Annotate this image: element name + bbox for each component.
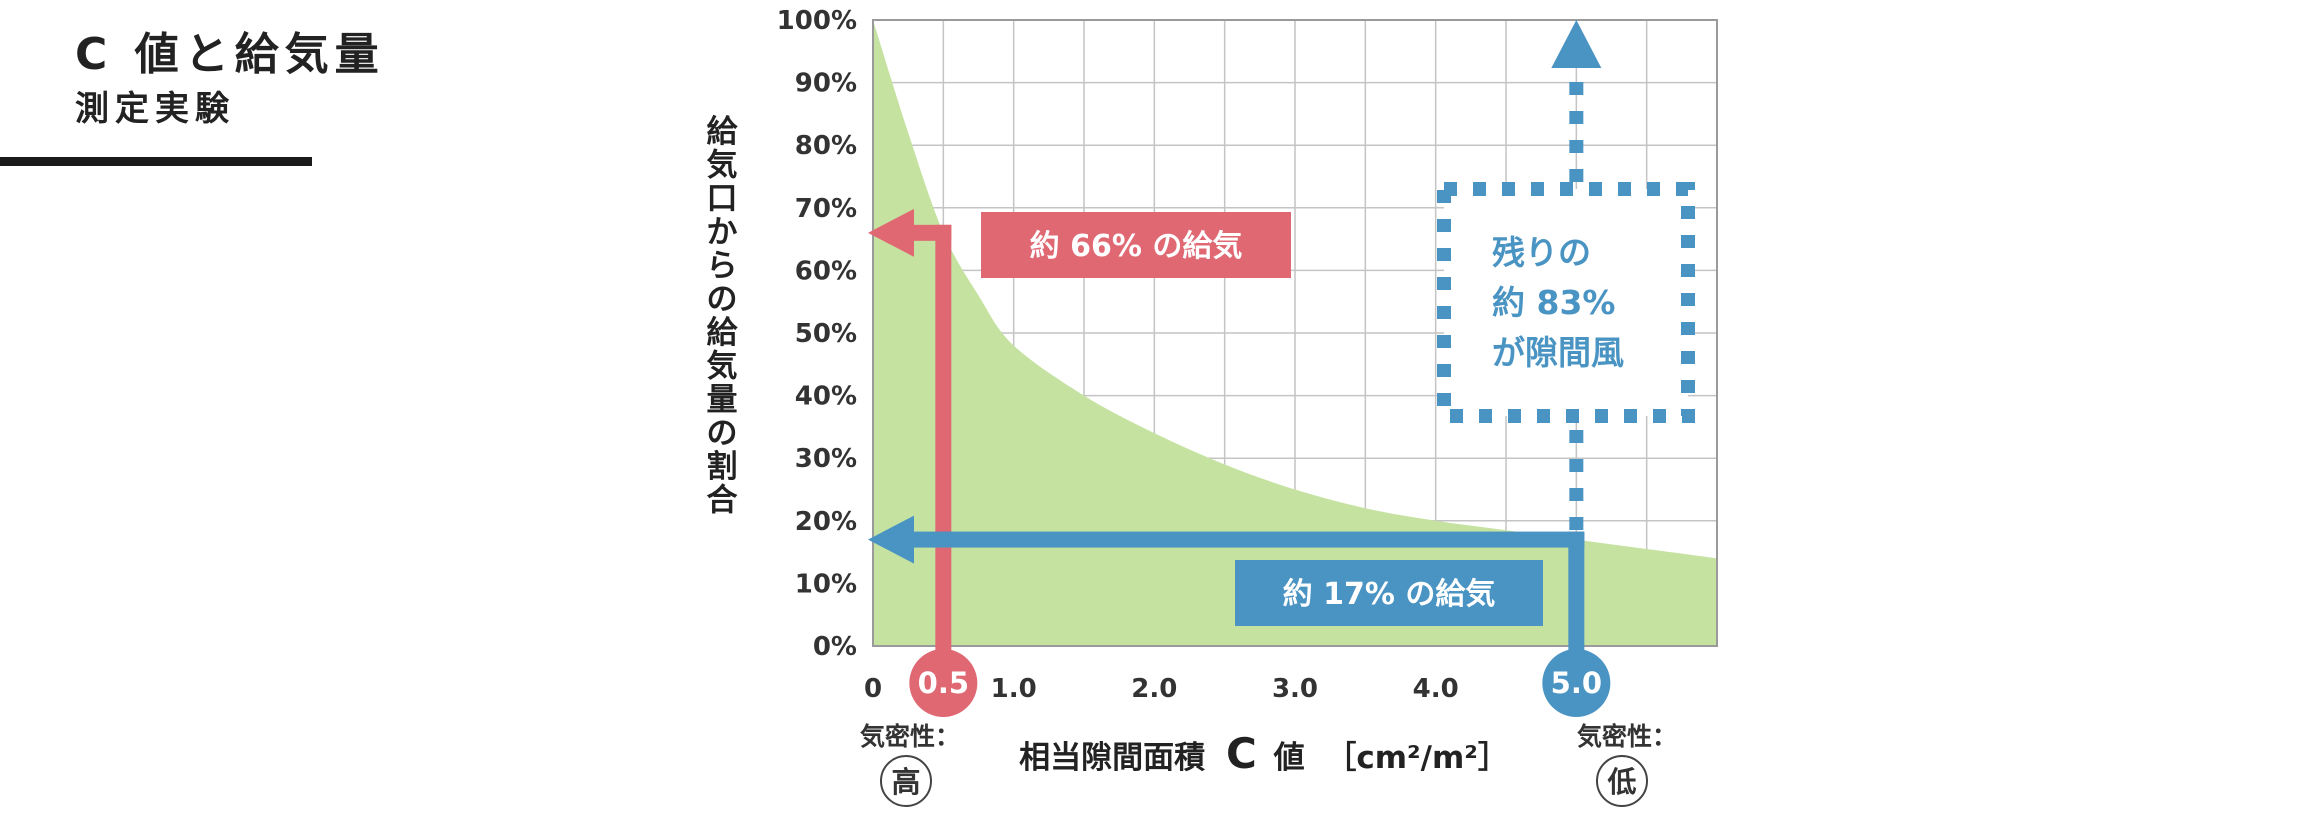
blue-callout-box [1235, 560, 1543, 626]
red-vertical-bar [935, 224, 952, 683]
title-line-2: 測定実験 [75, 89, 235, 129]
title-line-1: C 値と給気量 [75, 29, 385, 80]
airtightness-low-circle [1596, 755, 1648, 807]
x-axis-label-main: 相当隙間面積 [1019, 740, 1205, 776]
y-tick-label: 90% [795, 69, 857, 99]
blue-marker-circle [1542, 649, 1611, 717]
marker-high-c: 約 17% の給気 残りの 約 83% が隙間風 5.0 [868, 20, 1695, 717]
y-tick-label: 10% [795, 569, 857, 599]
red-callout-box [981, 212, 1291, 278]
blue-arrowhead [868, 515, 914, 564]
y-axis-label-glyph: か [707, 215, 738, 251]
x-tick-label: 4.0 [1413, 674, 1459, 704]
red-arrowhead [868, 208, 914, 257]
marker-low-c: 約 66% の給気 0.5 [868, 208, 1291, 717]
airtightness-low-value: 低 [1606, 765, 1636, 799]
y-tick-label: 100% [777, 6, 857, 36]
plot-frame [872, 19, 1718, 647]
plot-border [872, 19, 1718, 647]
y-axis-label-glyph: 割 [707, 449, 738, 485]
y-axis-label-glyph: ら [707, 248, 738, 284]
red-marker-label: 0.5 [918, 666, 969, 700]
x-axis-unit: ［cm²/m²］ [1325, 740, 1508, 776]
blue-vertical-bar [1568, 531, 1585, 683]
y-axis-label-glyph: 給 [707, 114, 739, 150]
blue-horizontal-bar [900, 531, 1585, 548]
y-tick-label: 80% [795, 131, 857, 161]
y-tick-label: 50% [795, 319, 857, 349]
y-axis-label-glyph: 口 [707, 181, 738, 217]
y-axis-label-glyph: 量 [707, 382, 738, 418]
y-axis-label-glyph: の [707, 282, 738, 318]
leak-dotted-box [1437, 182, 1695, 423]
airflow-area [873, 20, 1717, 646]
y-tick-label: 20% [795, 507, 857, 537]
y-axis-label-glyph: 気 [707, 349, 738, 385]
blue-up-arrowhead [1551, 20, 1602, 68]
y-axis-label-glyph: 給 [707, 315, 739, 351]
airtightness-label-high: 気密性： [860, 722, 960, 751]
x-tick-label: 2.0 [1131, 674, 1177, 704]
y-tick-labels: 100% 90% 80% 70% 60% 50% 40% 30% 20% 10% 0% [777, 6, 857, 662]
blue-marker-label: 5.0 [1551, 666, 1602, 700]
y-tick-label: 0% [813, 632, 857, 662]
y-axis-label-glyph: の [707, 416, 738, 452]
airtightness-label-low: 気密性： [1577, 722, 1677, 751]
x-tick-label: 1.0 [991, 674, 1037, 704]
y-tick-label: 60% [795, 256, 857, 286]
x-axis-label-suffix: 値 [1273, 740, 1305, 776]
blue-callout-text: 約 17% の給気 [1283, 577, 1496, 612]
y-tick-label: 30% [795, 444, 857, 474]
chart-title: C 値と給気量 測定実験 [75, 25, 385, 133]
leak-line-3: が隙間風 [1492, 333, 1624, 372]
airtightness-high-value: 高 [891, 765, 920, 799]
x-tick-label: 3.0 [1272, 674, 1318, 704]
y-tick-label: 70% [795, 194, 857, 224]
y-tick-label: 40% [795, 382, 857, 412]
leak-line-1: 残りの [1492, 233, 1591, 272]
x-axis-label-c: C [1226, 729, 1257, 778]
y-axis-label-glyph: 合 [707, 483, 738, 519]
red-callout-text: 約 66% の給気 [1030, 229, 1243, 264]
x-axis-label: 相当隙間面積 C 値 ［cm²/m²］ [1019, 729, 1509, 778]
title-underline [0, 157, 312, 166]
red-marker-circle [909, 649, 978, 717]
leak-line-2: 約 83% [1492, 283, 1615, 322]
x-tick-label: 0 [864, 674, 882, 704]
airtightness-high-circle [880, 755, 932, 807]
x-tick-labels: 0 1.0 2.0 3.0 4.0 [864, 674, 1459, 704]
y-axis-label-glyph: 気 [707, 148, 738, 184]
